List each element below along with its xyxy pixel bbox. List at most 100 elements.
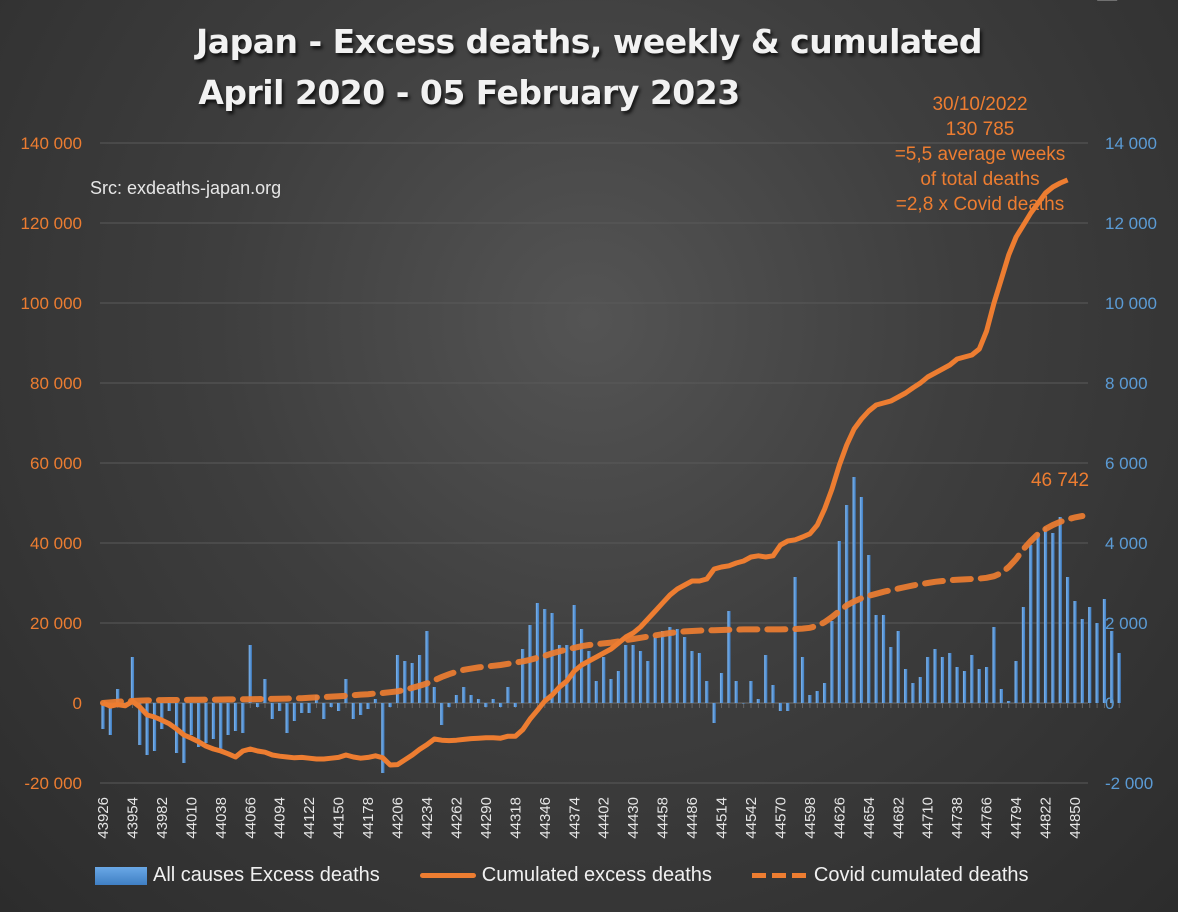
right-axis-tick-label: 6 000 xyxy=(1105,454,1148,473)
legend: All causes Excess deaths Cumulated exces… xyxy=(95,864,1069,887)
bar xyxy=(800,657,805,703)
x-axis-tick-label: 43982 xyxy=(154,797,171,839)
bar xyxy=(1088,607,1092,703)
bar xyxy=(263,679,267,703)
x-axis-tick-label: 44850 xyxy=(1067,797,1084,839)
legend-item-covid[interactable]: Covid cumulated deaths xyxy=(751,864,1029,887)
bar xyxy=(1051,533,1055,703)
bar xyxy=(130,657,135,703)
bar xyxy=(307,703,311,713)
x-axis-tick-label: 44206 xyxy=(390,797,407,839)
bar xyxy=(668,627,672,703)
bar xyxy=(830,621,834,703)
bar xyxy=(344,679,348,703)
bar xyxy=(970,655,974,703)
bar xyxy=(1007,701,1011,703)
bar xyxy=(690,651,694,703)
bar xyxy=(550,613,554,703)
bar xyxy=(491,699,495,703)
x-axis-tick-label: 43954 xyxy=(124,797,141,839)
bar xyxy=(513,703,517,707)
bar xyxy=(248,645,252,703)
bar xyxy=(226,703,230,735)
x-axis-tick-label: 44430 xyxy=(625,797,642,839)
bar xyxy=(992,627,996,703)
bar xyxy=(1014,661,1018,703)
left-axis-tick-label: 140 000 xyxy=(21,134,82,153)
right-axis-tick-label: 0 xyxy=(1105,694,1114,713)
right-axis-tick-label: 10 000 xyxy=(1105,294,1157,313)
x-axis-tick-label: 43926 xyxy=(95,797,112,839)
bar xyxy=(521,649,525,703)
bar xyxy=(1073,601,1077,703)
bar xyxy=(874,615,878,703)
bar xyxy=(933,649,937,703)
bar xyxy=(712,703,716,723)
left-axis-tick-label: 20 000 xyxy=(30,614,82,633)
bar xyxy=(616,671,621,703)
bar xyxy=(160,703,164,729)
bar xyxy=(211,703,216,739)
peak-annotation: 30/10/2022 130 785 =5,5 average weeks of… xyxy=(880,92,1080,217)
peak-annotation-line3: =5,5 average weeks xyxy=(894,144,1066,165)
bar xyxy=(675,629,679,703)
bar xyxy=(425,631,429,703)
bar xyxy=(1058,517,1062,703)
x-axis-tick-label: 44122 xyxy=(301,797,318,839)
bar xyxy=(1080,619,1084,703)
bar xyxy=(189,703,193,735)
x-axis-tick-label: 44654 xyxy=(861,797,878,839)
bar xyxy=(403,661,407,703)
legend-item-cumulated[interactable]: Cumulated excess deaths xyxy=(419,864,712,887)
peak-annotation-value: 130 785 xyxy=(945,119,1015,140)
legend-swatch-dashed xyxy=(751,873,808,878)
x-axis-tick-label: 44514 xyxy=(714,797,731,839)
bar xyxy=(499,703,503,707)
bar xyxy=(999,689,1003,703)
left-axis-tick-label: 0 xyxy=(73,694,82,713)
x-axis-tick-label: 44738 xyxy=(949,797,966,839)
bar xyxy=(300,703,304,713)
bar xyxy=(454,695,459,703)
bar xyxy=(1066,577,1070,703)
right-axis-tick-label: 14 000 xyxy=(1105,134,1157,153)
bar xyxy=(881,615,886,703)
bar xyxy=(823,683,827,703)
bar xyxy=(697,653,702,703)
bar xyxy=(322,703,326,719)
x-axis-tick-label: 44766 xyxy=(979,797,996,839)
x-axis-tick-label: 44234 xyxy=(419,797,436,839)
source-note: Src: exdeaths-japan.org xyxy=(90,178,282,198)
x-axis-tick-label: 44094 xyxy=(272,797,289,839)
chart-subtitle: April 2020 - 05 February 2023 xyxy=(198,73,740,112)
bar xyxy=(587,651,591,703)
x-axis-tick-label: 44038 xyxy=(213,797,230,839)
bar xyxy=(815,691,819,703)
bar xyxy=(1117,653,1121,703)
x-axis-tick-label: 44290 xyxy=(478,797,495,839)
left-axis-tick-label: 100 000 xyxy=(21,294,82,313)
bar xyxy=(734,681,738,703)
bar xyxy=(867,555,871,703)
bar xyxy=(837,541,841,703)
bar xyxy=(145,703,149,755)
bar xyxy=(108,703,112,735)
x-axis-tick-label: 44262 xyxy=(448,797,465,839)
bar xyxy=(440,703,444,725)
bar xyxy=(484,703,488,707)
bar xyxy=(940,657,945,703)
bar xyxy=(197,703,201,747)
bar xyxy=(1021,607,1026,703)
bar xyxy=(852,477,856,703)
bar xyxy=(292,703,297,721)
bar xyxy=(557,645,562,703)
bar xyxy=(948,653,952,703)
bar xyxy=(270,703,274,719)
bar xyxy=(602,657,606,703)
legend-item-bars[interactable]: All causes Excess deaths xyxy=(95,864,380,887)
bar xyxy=(572,605,576,703)
bar xyxy=(447,703,451,707)
bar xyxy=(233,703,238,731)
left-axis-tick-label: 40 000 xyxy=(30,534,82,553)
